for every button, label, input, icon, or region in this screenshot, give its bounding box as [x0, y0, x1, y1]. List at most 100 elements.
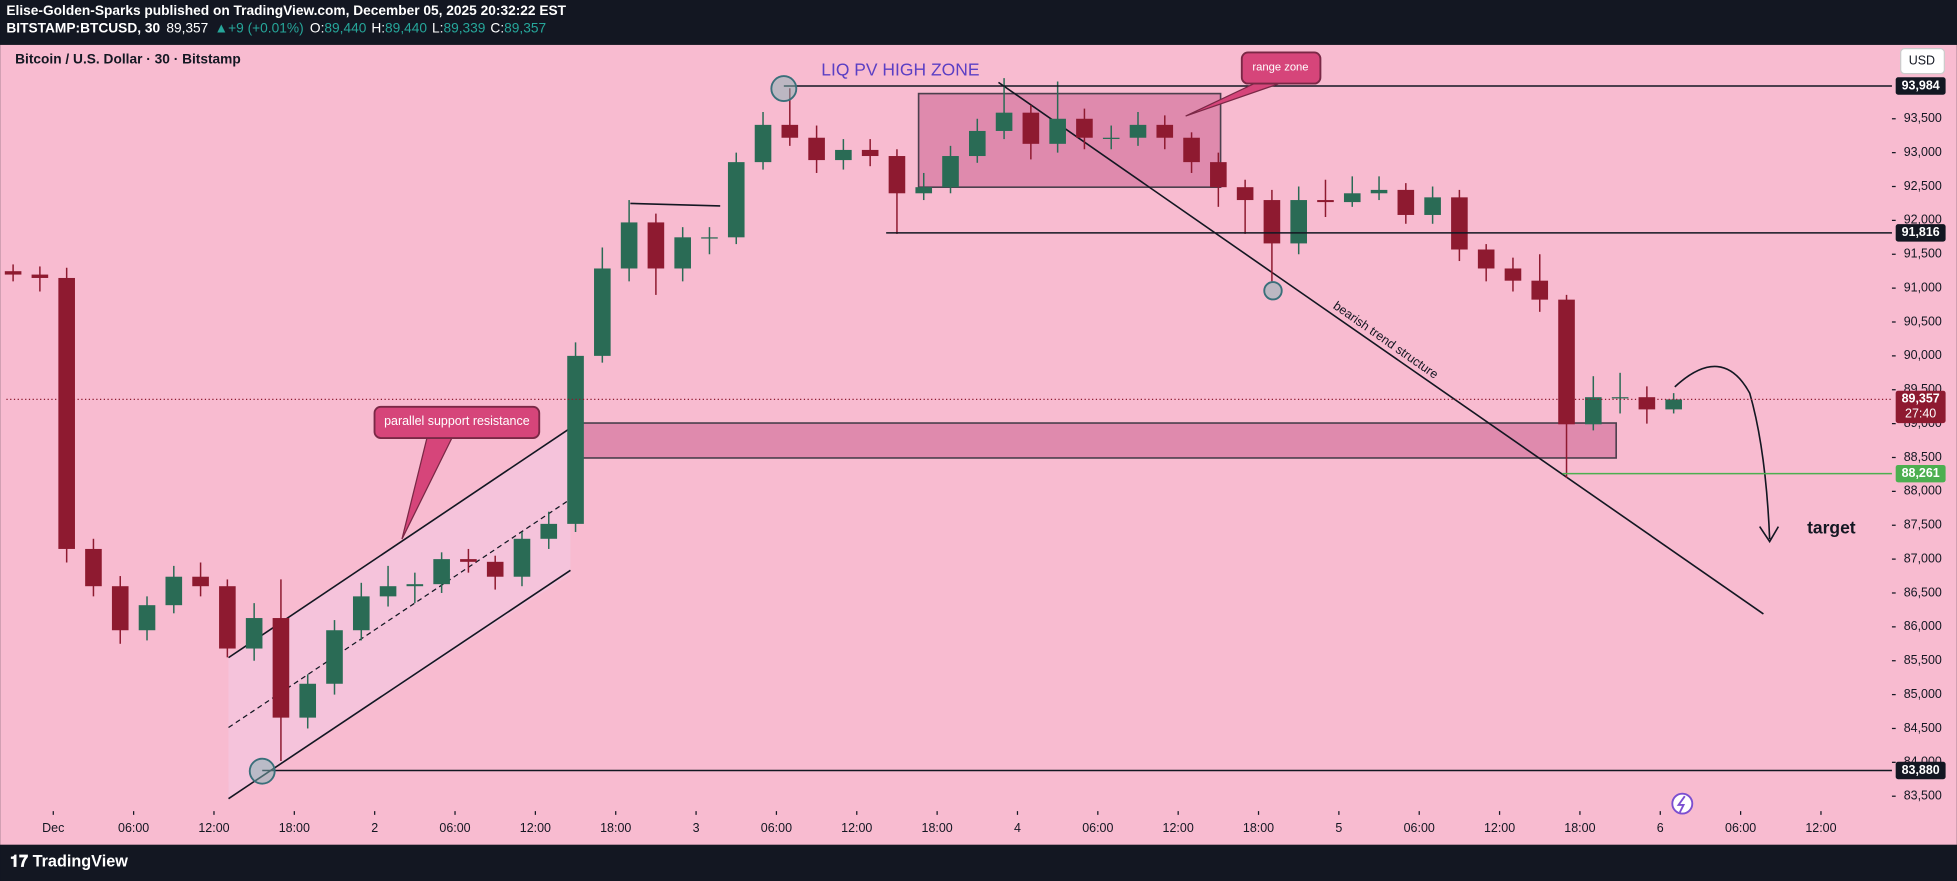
y-tick-label: 86,500 — [1904, 585, 1942, 599]
x-tick-label: 18:00 — [922, 821, 953, 835]
replay-icon[interactable] — [1676, 795, 1686, 813]
candle-body — [727, 162, 745, 238]
x-tick-label: 3 — [693, 821, 700, 835]
price-label-box — [1895, 224, 1946, 242]
ohlc-value: 89,339 — [443, 20, 485, 35]
x-tick-label: 4 — [1014, 821, 1021, 835]
y-tick-label: 85,000 — [1904, 687, 1942, 701]
candle-body — [272, 618, 290, 718]
x-tick-label: 12:00 — [198, 821, 229, 835]
price: 89,357 — [166, 20, 208, 35]
candle-body — [1183, 137, 1200, 163]
y-tick-label: 93,500 — [1904, 111, 1942, 125]
target-arrow — [1674, 365, 1780, 544]
candle-body — [808, 137, 825, 161]
candle-body — [968, 130, 986, 157]
annotation: range zone — [1252, 61, 1308, 73]
x-tick-label: 18:00 — [1564, 821, 1595, 835]
y-tick-label: 85,500 — [1904, 653, 1942, 667]
candle-body — [995, 112, 1013, 131]
candle-body — [245, 618, 263, 649]
candle-body — [513, 538, 531, 577]
candle-body — [326, 630, 343, 684]
y-tick-label: 88,000 — [1904, 484, 1942, 498]
candle-body — [1665, 399, 1682, 410]
annotation: LIQ PV HIGH ZONE — [821, 60, 979, 80]
candle-body — [1343, 193, 1361, 203]
pivot-marker — [248, 757, 276, 785]
x-tick-label: 06:00 — [439, 821, 470, 835]
candle-body — [165, 576, 183, 606]
y-tick-label: 84,500 — [1904, 721, 1942, 735]
x-tick-label: 2 — [371, 821, 378, 835]
y-tick-label: 87,000 — [1904, 551, 1942, 565]
y-tick-label: 92,000 — [1904, 213, 1942, 227]
candle-body — [379, 586, 397, 597]
candle-body — [701, 237, 718, 239]
candle-body — [915, 187, 933, 194]
candle-body — [540, 523, 558, 539]
x-tick-label: 12:00 — [1805, 821, 1836, 835]
candle-body — [1076, 118, 1093, 138]
candle-body — [1424, 197, 1441, 215]
candle-body — [674, 237, 691, 269]
callout-box — [1240, 51, 1322, 85]
price-label-box — [1895, 77, 1946, 95]
level-segment — [630, 202, 721, 207]
candle-body — [781, 124, 799, 138]
candle-body — [1585, 397, 1602, 425]
candle-body — [1477, 249, 1495, 269]
y-tick-label: 88,500 — [1904, 450, 1942, 464]
candle-body — [406, 584, 424, 587]
replay-button[interactable] — [1671, 792, 1694, 815]
support-zone — [575, 422, 1617, 459]
candle-body — [1611, 397, 1629, 399]
currency[interactable]: USD — [1909, 53, 1935, 67]
x-tick-label: 06:00 — [1082, 821, 1113, 835]
x-tick-label: 06:00 — [761, 821, 792, 835]
currency-button[interactable] — [1900, 48, 1945, 75]
candle-body — [835, 149, 852, 161]
ohlc-key: L: — [432, 20, 443, 35]
pivot-marker — [1263, 281, 1283, 301]
candle-body — [1236, 187, 1254, 201]
x-tick-label: 06:00 — [1725, 821, 1756, 835]
candle-body — [486, 561, 504, 577]
candle-body — [1129, 124, 1147, 138]
ohlc-key: C: — [490, 20, 504, 35]
y-tick-label: 83,500 — [1904, 789, 1942, 803]
header-bar — [0, 0, 1957, 45]
symbol: BITSTAMP:BTCUSD, 30 — [6, 20, 160, 35]
candle-body — [138, 605, 156, 631]
ohlc-value: 89,440 — [324, 20, 366, 35]
footer-bar — [0, 844, 1957, 881]
countdown: 27:40 — [1905, 407, 1936, 421]
candle-body — [1504, 268, 1522, 281]
price-label-box — [1895, 464, 1946, 483]
candle-body — [647, 222, 665, 269]
y-tick-label: 90,500 — [1904, 314, 1942, 328]
candle-body — [888, 156, 906, 194]
candle-body — [460, 559, 477, 562]
candle-body — [861, 149, 879, 157]
x-tick-label: 18:00 — [1243, 821, 1274, 835]
x-tick-label: 5 — [1335, 821, 1342, 835]
channel-lower — [228, 569, 571, 800]
trend-line — [998, 81, 1764, 615]
candle-body — [58, 277, 75, 549]
candle-body — [219, 586, 236, 649]
price-label-box — [1895, 390, 1946, 424]
candle-body — [299, 683, 317, 718]
publisher: Elise-Golden-Sparks published on Trading… — [6, 3, 566, 18]
candle-body — [1638, 397, 1656, 410]
x-tick-label: Dec — [42, 821, 64, 835]
candle-body — [1370, 189, 1388, 194]
candle-body — [192, 576, 209, 587]
candle-body — [1049, 118, 1066, 144]
x-tick-label: 12:00 — [1484, 821, 1515, 835]
x-tick-label: 12:00 — [520, 821, 551, 835]
quote-line: BITSTAMP:BTCUSD, 30 89,357 ▲+9 (+0.01%) O:8… — [6, 20, 546, 35]
price-label: 93,984 — [1902, 78, 1940, 92]
candle-body — [111, 586, 129, 631]
